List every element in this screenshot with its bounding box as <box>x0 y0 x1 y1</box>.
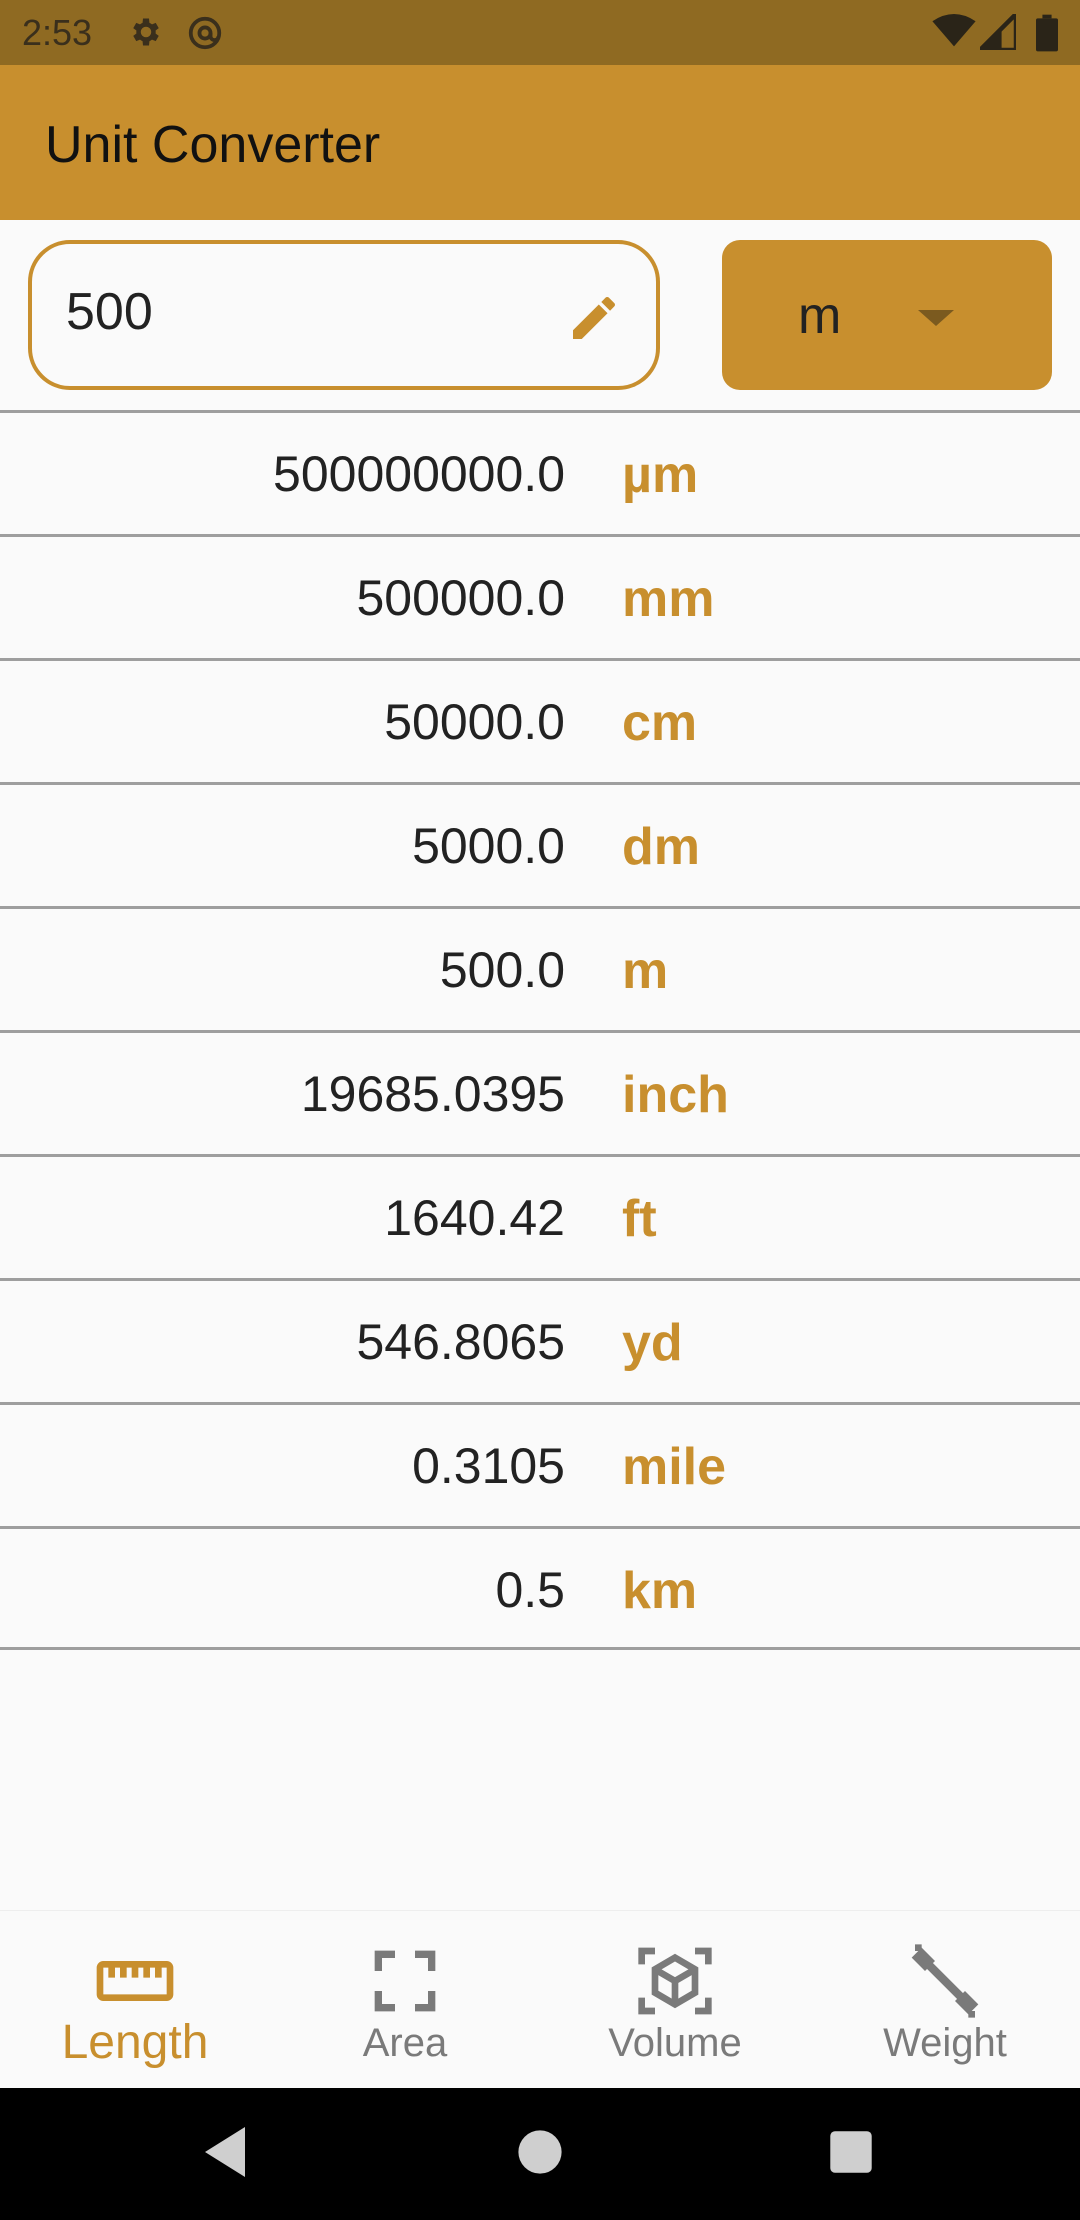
status-bar: 2:53 <box>0 0 1080 65</box>
result-value: 50000.0 <box>384 694 565 750</box>
result-row-inch: 19685.0395 inch <box>0 1030 1080 1154</box>
at-sign-icon <box>188 16 222 50</box>
nav-item-length[interactable]: Length <box>0 1911 270 2089</box>
result-unit: yd <box>622 1314 683 1372</box>
result-value: 500000.0 <box>356 570 565 626</box>
result-row-m: 500.0 m <box>0 906 1080 1030</box>
result-value: 546.8065 <box>356 1314 565 1370</box>
battery-icon <box>1036 14 1058 52</box>
chevron-down-icon <box>918 310 954 326</box>
recents-icon[interactable] <box>828 2124 874 2180</box>
result-unit: cm <box>622 694 698 752</box>
result-value: 19685.0395 <box>300 1066 565 1122</box>
wifi-icon <box>932 14 976 47</box>
result-row-yd: 546.8065 yd <box>0 1278 1080 1402</box>
result-value: 500.0 <box>439 942 565 998</box>
system-nav-bar <box>0 2088 1080 2220</box>
result-row-ft: 1640.42 ft <box>0 1154 1080 1278</box>
ruler-icon <box>96 1961 174 2001</box>
home-icon[interactable] <box>516 2124 564 2180</box>
nav-label: Area <box>362 2021 448 2065</box>
nav-item-weight[interactable]: Weight <box>810 1911 1080 2089</box>
unit-dropdown[interactable]: m <box>722 240 1052 390</box>
result-unit: km <box>622 1562 698 1620</box>
result-row-mile: 0.3105 mile <box>0 1402 1080 1526</box>
result-row-dm: 5000.0 dm <box>0 782 1080 906</box>
result-row-um: 500000000.0 µm <box>0 410 1080 534</box>
edit-icon[interactable] <box>566 290 622 346</box>
result-unit: mm <box>622 570 715 628</box>
value-input[interactable]: 500 <box>28 240 660 390</box>
results-list: 500000000.0 µm 500000.0 mm 50000.0 cm 50… <box>0 410 1080 1650</box>
nav-item-area[interactable]: Area <box>270 1911 540 2089</box>
result-value: 1640.42 <box>384 1190 565 1246</box>
dumbbell-icon <box>911 1944 979 2018</box>
result-unit: m <box>622 942 669 1000</box>
nav-item-volume[interactable]: Volume <box>540 1911 810 2089</box>
crop-free-icon <box>374 1950 436 2012</box>
gear-icon <box>133 18 159 46</box>
unit-dropdown-value: m <box>798 287 842 345</box>
result-value: 0.5 <box>495 1562 565 1618</box>
result-row-km: 0.5 km <box>0 1526 1080 1650</box>
bottom-nav: Length Area Volume Weight <box>0 1910 1080 2088</box>
result-value: 0.3105 <box>412 1438 565 1494</box>
back-icon[interactable] <box>200 2124 250 2180</box>
nav-label: Volume <box>608 2021 742 2065</box>
value-input-text[interactable]: 500 <box>66 283 153 341</box>
result-row-mm: 500000.0 mm <box>0 534 1080 658</box>
app-bar: Unit Converter <box>0 65 1080 220</box>
nav-label: Weight <box>883 2021 1007 2065</box>
result-row-cm: 50000.0 cm <box>0 658 1080 782</box>
result-unit: mile <box>622 1438 727 1496</box>
result-unit: inch <box>622 1066 729 1124</box>
result-value: 5000.0 <box>412 818 565 874</box>
result-unit: µm <box>622 446 699 504</box>
status-time: 2:53 <box>22 12 93 53</box>
cube-icon <box>638 1947 712 2015</box>
signal-icon <box>980 14 1016 50</box>
app-title: Unit Converter <box>45 116 381 174</box>
result-unit: ft <box>622 1190 657 1248</box>
result-value: 500000000.0 <box>273 446 565 502</box>
result-unit: dm <box>622 818 700 876</box>
nav-label: Length <box>61 2016 209 2069</box>
